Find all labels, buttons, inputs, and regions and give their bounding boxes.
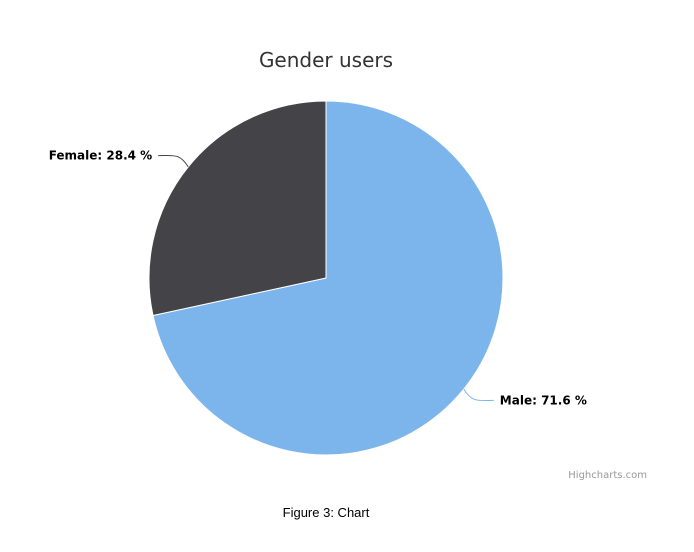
figure-caption: Figure 3: Chart: [282, 505, 370, 520]
pie-slices: [148, 100, 504, 456]
data-label-male: Male: 71.6 %: [500, 393, 587, 407]
pie-labels: Male: 71.6 % Female: 28.4 %: [49, 149, 587, 408]
data-label-female: Female: 28.4 %: [49, 149, 153, 163]
credits-link[interactable]: Highcharts.com: [568, 470, 647, 481]
pie-slice-female[interactable]: [148, 100, 327, 317]
label-connector-female: [158, 154, 189, 168]
chart-title: Gender users: [259, 48, 393, 72]
label-connector-male: [463, 388, 494, 402]
